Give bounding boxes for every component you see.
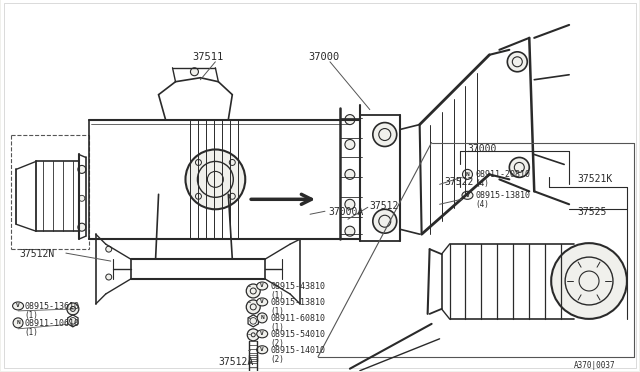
Text: V: V	[260, 347, 264, 352]
Ellipse shape	[257, 346, 268, 354]
Ellipse shape	[257, 330, 268, 338]
Text: 37000: 37000	[468, 144, 497, 154]
Circle shape	[257, 313, 267, 323]
Circle shape	[379, 129, 391, 141]
Text: 37000A: 37000A	[328, 207, 364, 217]
Text: 37522: 37522	[445, 177, 474, 187]
Text: (1): (1)	[270, 307, 284, 316]
Circle shape	[13, 318, 23, 328]
Circle shape	[229, 160, 236, 166]
Text: 37511: 37511	[193, 52, 224, 62]
Circle shape	[106, 246, 112, 252]
Circle shape	[70, 307, 76, 311]
Circle shape	[78, 166, 86, 173]
Text: 08915-13810: 08915-13810	[270, 298, 325, 307]
Text: (1): (1)	[24, 311, 38, 320]
Circle shape	[250, 304, 256, 310]
Text: N: N	[466, 172, 469, 177]
Circle shape	[508, 52, 527, 72]
Circle shape	[551, 243, 627, 319]
Circle shape	[247, 329, 259, 341]
Text: 08915-13810: 08915-13810	[476, 191, 531, 201]
Ellipse shape	[13, 302, 24, 310]
Circle shape	[345, 226, 355, 236]
Circle shape	[229, 193, 236, 199]
Circle shape	[67, 303, 79, 315]
Text: V: V	[260, 283, 264, 289]
Text: (1): (1)	[24, 328, 38, 337]
Circle shape	[252, 333, 255, 337]
Circle shape	[246, 300, 260, 314]
Text: A370|0037: A370|0037	[574, 361, 616, 370]
Circle shape	[195, 193, 202, 199]
Text: V: V	[466, 193, 469, 198]
Circle shape	[345, 199, 355, 209]
Text: 37512N: 37512N	[19, 249, 54, 259]
Text: (2): (2)	[270, 339, 284, 348]
Ellipse shape	[462, 191, 473, 199]
Circle shape	[345, 140, 355, 150]
Text: 08915-54010: 08915-54010	[270, 330, 325, 339]
Text: V: V	[260, 299, 264, 304]
Text: 37000: 37000	[308, 52, 339, 62]
Circle shape	[191, 68, 198, 76]
Text: (1): (1)	[270, 291, 284, 300]
Text: (1): (1)	[270, 323, 284, 332]
Circle shape	[373, 122, 397, 147]
Ellipse shape	[257, 298, 268, 306]
Text: 08911-20810: 08911-20810	[476, 170, 531, 179]
Circle shape	[373, 209, 397, 233]
Circle shape	[78, 223, 86, 231]
Circle shape	[197, 161, 234, 197]
Circle shape	[207, 171, 223, 187]
Circle shape	[345, 169, 355, 179]
Text: V: V	[260, 331, 264, 336]
Circle shape	[345, 115, 355, 125]
Text: 08915-13610: 08915-13610	[24, 302, 79, 311]
Text: 37521K: 37521K	[577, 174, 612, 185]
Text: N: N	[260, 315, 264, 320]
Text: 08911-10610: 08911-10610	[24, 319, 79, 328]
Circle shape	[195, 160, 202, 166]
Circle shape	[250, 288, 256, 294]
Circle shape	[250, 318, 257, 324]
Ellipse shape	[257, 282, 268, 290]
Text: 37525: 37525	[577, 207, 607, 217]
Text: 08911-60810: 08911-60810	[270, 314, 325, 323]
Text: 08915-43810: 08915-43810	[270, 282, 325, 291]
Circle shape	[106, 274, 112, 280]
Circle shape	[186, 150, 245, 209]
Circle shape	[509, 157, 529, 177]
Circle shape	[513, 57, 522, 67]
Circle shape	[463, 169, 472, 179]
Circle shape	[70, 318, 76, 324]
Text: V: V	[16, 304, 20, 308]
Text: 37512: 37512	[370, 201, 399, 211]
Circle shape	[515, 163, 524, 172]
Circle shape	[579, 271, 599, 291]
Text: (4): (4)	[476, 200, 490, 209]
Text: (4): (4)	[476, 179, 490, 188]
Text: (2): (2)	[270, 355, 284, 364]
Text: 08915-14010: 08915-14010	[270, 346, 325, 355]
Circle shape	[379, 215, 391, 227]
Circle shape	[246, 284, 260, 298]
Text: 37512A: 37512A	[218, 357, 253, 367]
Circle shape	[79, 195, 85, 201]
Text: N: N	[16, 320, 20, 326]
Circle shape	[565, 257, 613, 305]
